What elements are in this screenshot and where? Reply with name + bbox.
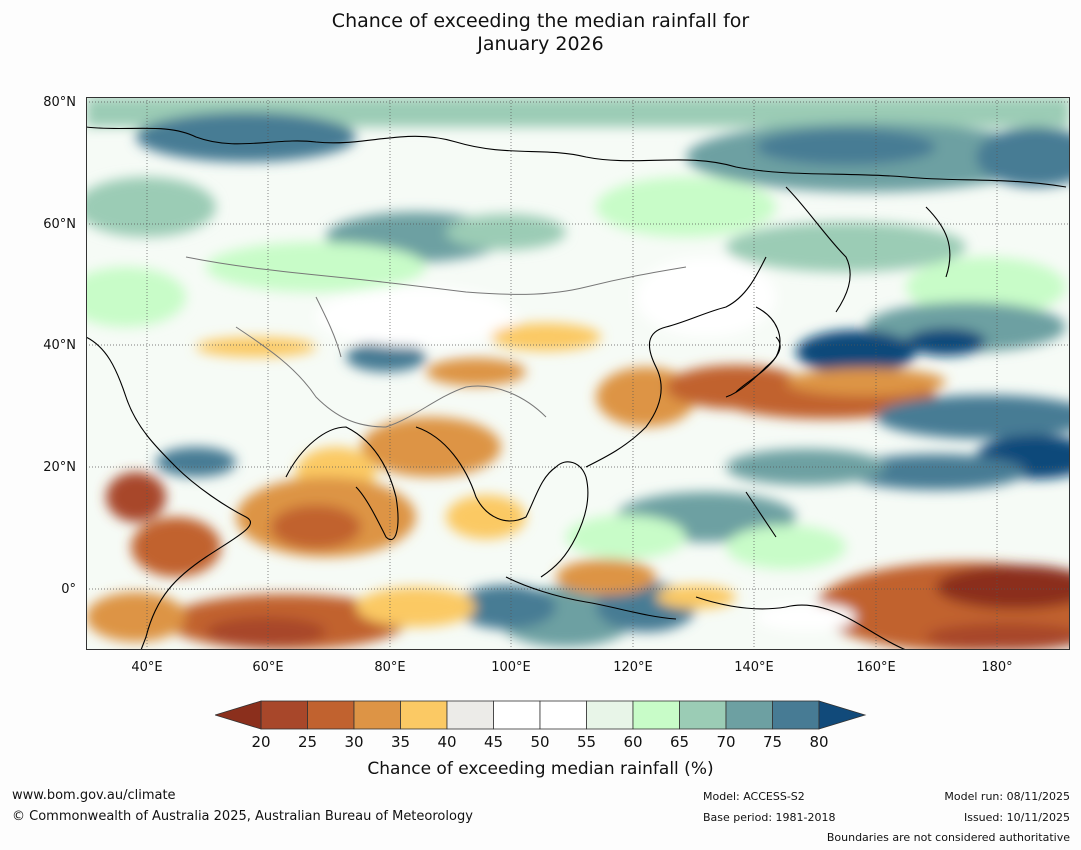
boundaries-disclaimer: Boundaries are not considered authoritat… [826,831,1070,844]
colorbar-tick-label: 20 [251,733,271,751]
colorbar-tick-label: 25 [297,733,318,751]
lon-label-40e: 40°E [131,660,163,675]
colorbar-swatch [446,700,494,730]
colorbar-swatch [586,700,634,730]
colorbar-under-arrow [215,700,262,730]
colorbar-swatch [493,700,541,730]
colorbar-swatch [353,700,401,730]
colorbar [215,700,867,730]
colorbar-tick-label: 45 [483,733,504,751]
country-borders [185,256,687,428]
colorbar-swatch [260,700,308,730]
colorbar-tick-label: 50 [530,733,550,751]
lon-label-140e: 140°E [734,660,774,675]
colorbar-over-arrow [818,700,867,730]
lat-label-40n: 40°N [43,338,76,353]
colorbar-tick-label: 55 [576,733,597,751]
colorbar-tick-label: 30 [344,733,364,751]
colorbar-tick-label: 65 [669,733,690,751]
copyright-text: © Commonwealth of Australia 2025, Austra… [12,809,473,824]
colorbar-tick-label: 75 [762,733,783,751]
map-title-line-1: Chance of exceeding the median rainfall … [331,10,750,32]
rainfall-probability-map [86,97,1070,650]
model-name: Model: ACCESS-S2 [703,790,805,803]
map-title-line-2: January 2026 [477,33,604,55]
model-run-date: Model run: 08/11/2025 [944,790,1070,803]
lat-label-0: 0° [61,582,76,597]
colorbar-label: Chance of exceeding median rainfall (%) [367,759,714,779]
colorbar-swatch [679,700,727,730]
colorbar-tick-label: 60 [623,733,643,751]
lon-label-180: 180° [981,660,1013,675]
issued-date: Issued: 10/11/2025 [963,811,1070,824]
website-link[interactable]: www.bom.gov.au/climate [12,788,176,803]
colorbar-swatch [307,700,355,730]
colorbar-tick-label: 70 [716,733,736,751]
lon-label-120e: 120°E [613,660,653,675]
colorbar-swatch [772,700,820,730]
coastlines [86,126,1067,650]
lon-label-80e: 80°E [374,660,406,675]
colorbar-swatch [539,700,587,730]
colorbar-swatch [632,700,680,730]
colorbar-tick-label: 35 [390,733,411,751]
lon-label-100e: 100°E [491,660,531,675]
graticule [86,97,1070,650]
base-period: Base period: 1981-2018 [703,811,836,824]
colorbar-tick-label: 40 [437,733,457,751]
colorbar-tick-label: 80 [809,733,829,751]
lon-label-160e: 160°E [856,660,896,675]
lat-label-20n: 20°N [43,460,76,475]
probability-shading [86,97,1070,650]
colorbar-swatch [400,700,448,730]
lat-label-60n: 60°N [43,217,76,232]
colorbar-swatch [725,700,773,730]
lon-label-60e: 60°E [252,660,284,675]
lat-label-80n: 80°N [43,95,76,110]
